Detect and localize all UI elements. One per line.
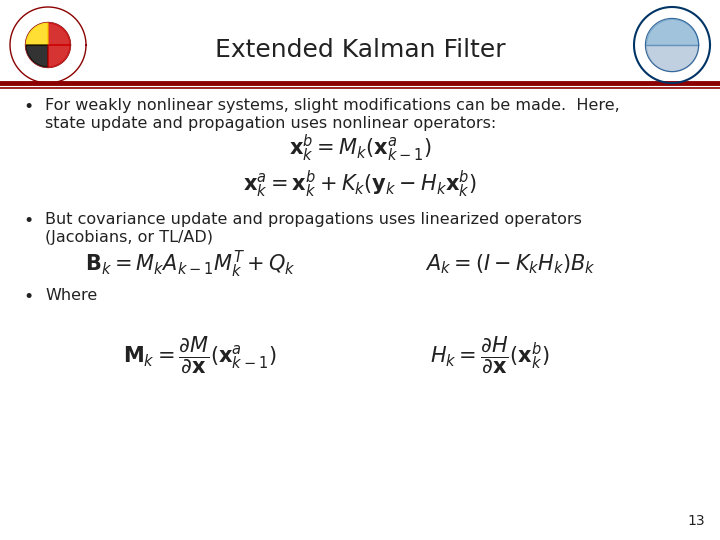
Text: 13: 13 <box>688 514 705 528</box>
Polygon shape <box>26 45 48 67</box>
Polygon shape <box>48 45 70 67</box>
Text: •: • <box>23 98 33 116</box>
Text: •: • <box>23 288 33 306</box>
FancyBboxPatch shape <box>0 0 720 80</box>
Text: $\mathbf{x}^b_k = M_k(\mathbf{x}^a_{k-1})$: $\mathbf{x}^b_k = M_k(\mathbf{x}^a_{k-1}… <box>289 132 431 164</box>
Text: $A_k = (I - K_k H_k) B_k$: $A_k = (I - K_k H_k) B_k$ <box>425 252 595 276</box>
Text: But covariance update and propagations uses linearized operators: But covariance update and propagations u… <box>45 212 582 227</box>
Text: $H_k = \dfrac{\partial H}{\partial \mathbf{x}}(\mathbf{x}^b_k)$: $H_k = \dfrac{\partial H}{\partial \math… <box>431 335 550 375</box>
Polygon shape <box>48 23 70 45</box>
Text: •: • <box>23 212 33 230</box>
Text: $\mathbf{M}_k = \dfrac{\partial M}{\partial \mathbf{x}}(\mathbf{x}^a_{k-1})$: $\mathbf{M}_k = \dfrac{\partial M}{\part… <box>123 335 276 375</box>
Text: Where: Where <box>45 288 97 303</box>
Text: state update and propagation uses nonlinear operators:: state update and propagation uses nonlin… <box>45 116 496 131</box>
Polygon shape <box>26 23 48 45</box>
Text: $\mathbf{B}_k = M_k A_{k-1} M^T_k + Q_k$: $\mathbf{B}_k = M_k A_{k-1} M^T_k + Q_k$ <box>85 248 295 280</box>
Text: $\mathbf{x}^a_k = \mathbf{x}^b_k + K_k(\mathbf{y}_k - H_k\mathbf{x}^b_k)$: $\mathbf{x}^a_k = \mathbf{x}^b_k + K_k(\… <box>243 168 477 200</box>
Text: For weakly nonlinear systems, slight modifications can be made.  Here,: For weakly nonlinear systems, slight mod… <box>45 98 620 113</box>
Text: (Jacobians, or TL/AD): (Jacobians, or TL/AD) <box>45 230 213 245</box>
Text: Extended Kalman Filter: Extended Kalman Filter <box>215 38 505 62</box>
